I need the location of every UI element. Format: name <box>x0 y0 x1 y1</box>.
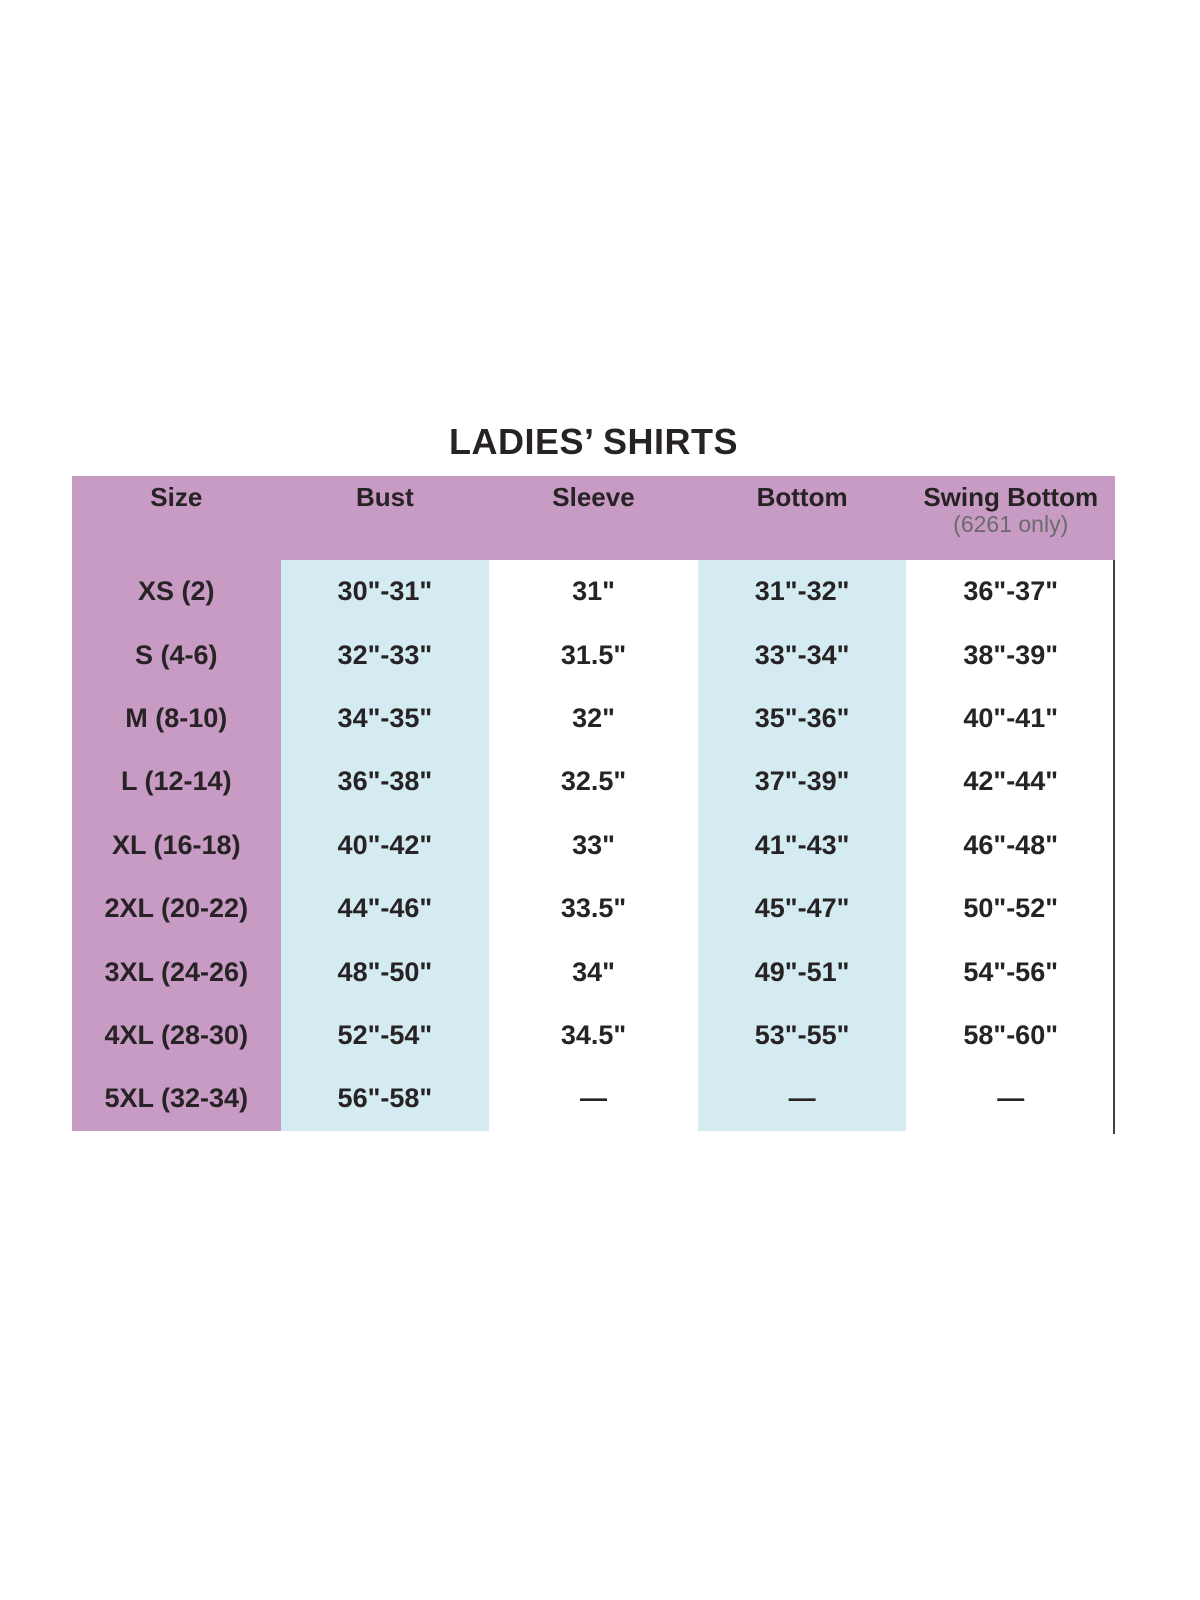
header-label: Size <box>150 482 203 512</box>
table-cell: 42"-44" <box>906 750 1115 814</box>
table-cell: 53"-55" <box>697 1003 907 1068</box>
size-cell: 4XL (28-30) <box>72 1003 281 1068</box>
header-cell-swing-bottom: Swing Bottom (6261 only) <box>906 476 1115 560</box>
table-cell: 35"-36" <box>697 686 907 751</box>
table-cell: 58"-60" <box>906 1003 1115 1068</box>
header-label: Sleeve <box>552 482 635 512</box>
table-cell: 30"-31" <box>280 560 490 624</box>
table-cell: 34" <box>489 940 698 1004</box>
table-cell: 38"-39" <box>906 623 1115 687</box>
table-cell: 56"-58" <box>280 1067 490 1131</box>
table-cell: 48"-50" <box>280 940 490 1004</box>
table-cell: 40"-42" <box>280 813 490 877</box>
table-cell: 45"-47" <box>697 876 907 941</box>
table-cell: 31" <box>489 560 698 624</box>
header-note: (6261 only) <box>953 511 1069 537</box>
table-cell: 34"-35" <box>280 686 490 751</box>
size-cell: XL (16-18) <box>72 813 281 877</box>
size-chart-table: Size Bust Sleeve Bottom Swing Bottom (62… <box>72 476 1115 1134</box>
table-cell: — <box>489 1067 698 1131</box>
table-cell: — <box>697 1067 907 1131</box>
size-cell: M (8-10) <box>72 686 281 751</box>
table-cell: 33"-34" <box>697 623 907 687</box>
table-cell: 31"-32" <box>697 560 907 624</box>
size-cell: L (12-14) <box>72 750 281 814</box>
size-cell: 5XL (32-34) <box>72 1067 281 1131</box>
table-cell: 40"-41" <box>906 686 1115 751</box>
table-cell: 50"-52" <box>906 876 1115 941</box>
table-cell: 32.5" <box>489 750 698 814</box>
header-label: Bottom <box>756 482 848 512</box>
table-cell: 33.5" <box>489 876 698 941</box>
header-label: Swing Bottom <box>923 482 1099 512</box>
table-cell: 52"-54" <box>280 1003 490 1068</box>
table-cell: — <box>906 1067 1115 1131</box>
table-cell: 46"-48" <box>906 813 1115 877</box>
table-cell: 32"-33" <box>280 623 490 687</box>
table-cell: 36"-37" <box>906 560 1115 624</box>
header-cell-size: Size <box>72 476 281 560</box>
table-body: XS (2) 30"-31" 31" 31"-32" 36"-37" S (4-… <box>72 560 1115 1131</box>
table-cell: 37"-39" <box>697 750 907 814</box>
table-cell: 54"-56" <box>906 940 1115 1004</box>
table-cell: 41"-43" <box>697 813 907 877</box>
table-cell: 31.5" <box>489 623 698 687</box>
header-cell-sleeve: Sleeve <box>489 476 698 560</box>
page-title: LADIES’ SHIRTS <box>448 421 739 462</box>
table-cell: 44"-46" <box>280 876 490 941</box>
table-cell: 32" <box>489 686 698 751</box>
size-cell: 3XL (24-26) <box>72 940 281 1004</box>
table-cell: 49"-51" <box>697 940 907 1004</box>
table-cell: 34.5" <box>489 1003 698 1068</box>
header-cell-bust: Bust <box>281 476 490 560</box>
header-cell-bottom: Bottom <box>698 476 907 560</box>
size-cell: 2XL (20-22) <box>72 876 281 941</box>
table-right-divider <box>1113 560 1115 1134</box>
table-cell: 33" <box>489 813 698 877</box>
table-header-row: Size Bust Sleeve Bottom Swing Bottom (62… <box>72 476 1115 560</box>
table-cell: 36"-38" <box>280 750 490 814</box>
size-cell: XS (2) <box>72 560 281 624</box>
size-cell: S (4-6) <box>72 623 281 687</box>
header-label: Bust <box>356 482 414 512</box>
